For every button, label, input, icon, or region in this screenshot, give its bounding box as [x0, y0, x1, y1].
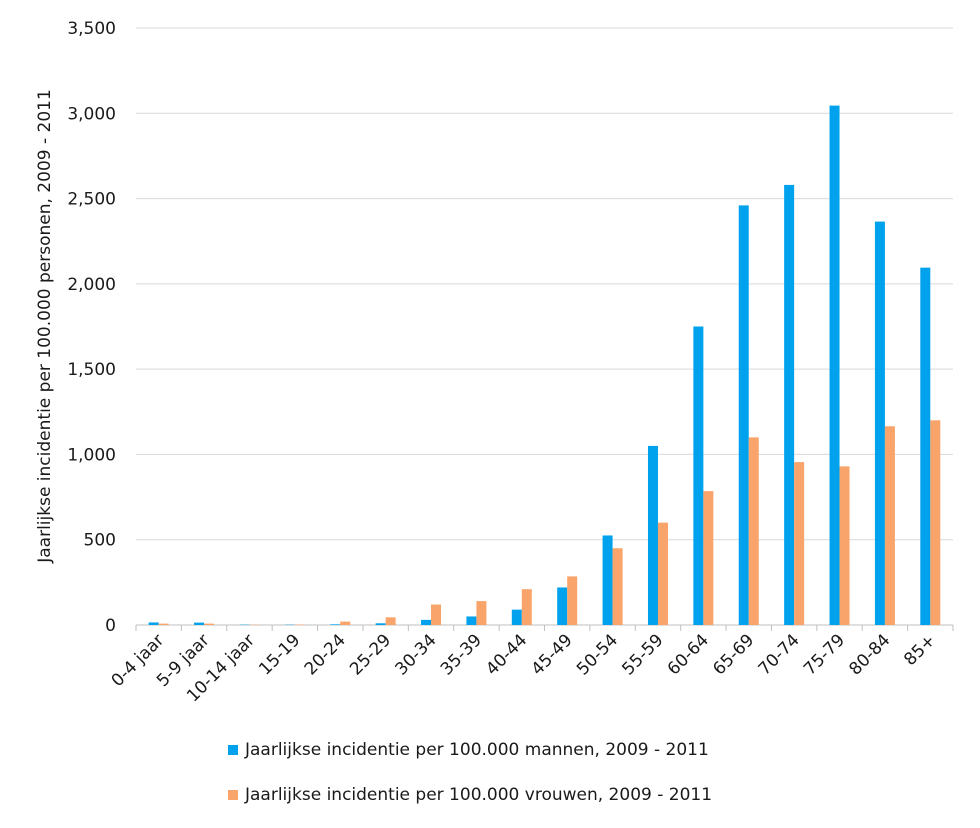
bar-men-50-54 [603, 535, 613, 625]
bar-men-70-74 [784, 185, 794, 625]
bar-women-25-29 [386, 617, 396, 625]
x-tick-label: 60-64 [664, 630, 713, 679]
bar-men-60-64 [693, 327, 703, 626]
legend-swatch-women [228, 790, 238, 800]
y-tick-label: 0 [105, 616, 116, 636]
bar-men-30-34 [421, 620, 431, 625]
bar-women-80-84 [885, 426, 895, 625]
bar-men-80-84 [875, 222, 885, 625]
bar-women-30-34 [431, 605, 441, 625]
bar-women-75-79 [840, 466, 850, 625]
bar-men-35-39 [466, 616, 476, 625]
x-tick-label: 40-44 [482, 630, 531, 679]
x-tick-label: 55-59 [618, 630, 667, 679]
y-axis-ticks: 0 500 1,000 1,500 2,000 2,500 3,000 3,500 [67, 19, 116, 636]
bar-women-5-9-jaar [204, 624, 214, 625]
bars [149, 106, 941, 625]
bar-women-60-64 [703, 491, 713, 625]
x-tick-label: 45-49 [528, 630, 577, 679]
bar-men-25-29 [376, 623, 386, 625]
bar-women-40-44 [522, 589, 532, 625]
bar-women-45-49 [567, 576, 577, 625]
legend-item-men: Jaarlijkse incidentie per 100.000 mannen… [228, 738, 712, 762]
bar-women-0-4-jaar [159, 624, 169, 625]
bar-men-0-4-jaar [149, 622, 159, 625]
legend-swatch-men [228, 745, 238, 755]
x-tick-label: 80-84 [845, 630, 894, 679]
bar-women-20-24 [340, 622, 350, 625]
bar-women-70-74 [794, 462, 804, 625]
bar-men-20-24 [330, 624, 340, 625]
bar-men-75-79 [830, 106, 840, 625]
bar-women-85- [930, 420, 940, 625]
x-tick-label: 65-69 [709, 630, 758, 679]
bar-men-65-69 [739, 205, 749, 625]
bar-women-55-59 [658, 523, 668, 625]
y-tick-label: 2,000 [67, 275, 116, 295]
y-tick-label: 500 [84, 531, 116, 551]
x-tick-label: 85+ [900, 630, 940, 670]
legend-label-men: Jaarlijkse incidentie per 100.000 mannen… [245, 740, 709, 760]
bar-men-55-59 [648, 446, 658, 625]
y-tick-label: 3,000 [67, 104, 116, 124]
bar-women-50-54 [613, 548, 623, 625]
x-tick-label: 50-54 [573, 630, 622, 679]
y-axis-label: Jaarlijkse incidentie per 100.000 person… [35, 89, 55, 564]
x-tick-label: 75-79 [800, 630, 849, 679]
chart: 0 500 1,000 1,500 2,000 2,500 3,000 3,500 0-4 j… [0, 0, 980, 740]
x-tick-label: 15-19 [255, 630, 304, 679]
x-tick-label: 35-39 [437, 630, 486, 679]
bar-men-40-44 [512, 610, 522, 625]
bar-women-15-19 [295, 624, 305, 625]
bar-women-35-39 [476, 601, 486, 625]
legend-item-women: Jaarlijkse incidentie per 100.000 vrouwe… [228, 783, 712, 807]
bar-men-85- [920, 268, 930, 625]
legend: Jaarlijkse incidentie per 100.000 mannen… [228, 738, 712, 828]
legend-label-women: Jaarlijkse incidentie per 100.000 vrouwe… [245, 785, 712, 805]
y-tick-label: 1,500 [67, 360, 116, 380]
bar-men-45-49 [557, 587, 567, 625]
bar-women-65-69 [749, 437, 759, 625]
x-tick-label: 20-24 [301, 630, 350, 679]
x-tick-label: 25-29 [346, 630, 395, 679]
y-tick-label: 1,000 [67, 445, 116, 465]
x-tick-label: 70-74 [755, 630, 804, 679]
bar-men-5-9-jaar [194, 623, 204, 625]
y-tick-label: 2,500 [67, 190, 116, 210]
y-tick-label: 3,500 [67, 19, 116, 39]
x-tick-label: 30-34 [391, 630, 440, 679]
